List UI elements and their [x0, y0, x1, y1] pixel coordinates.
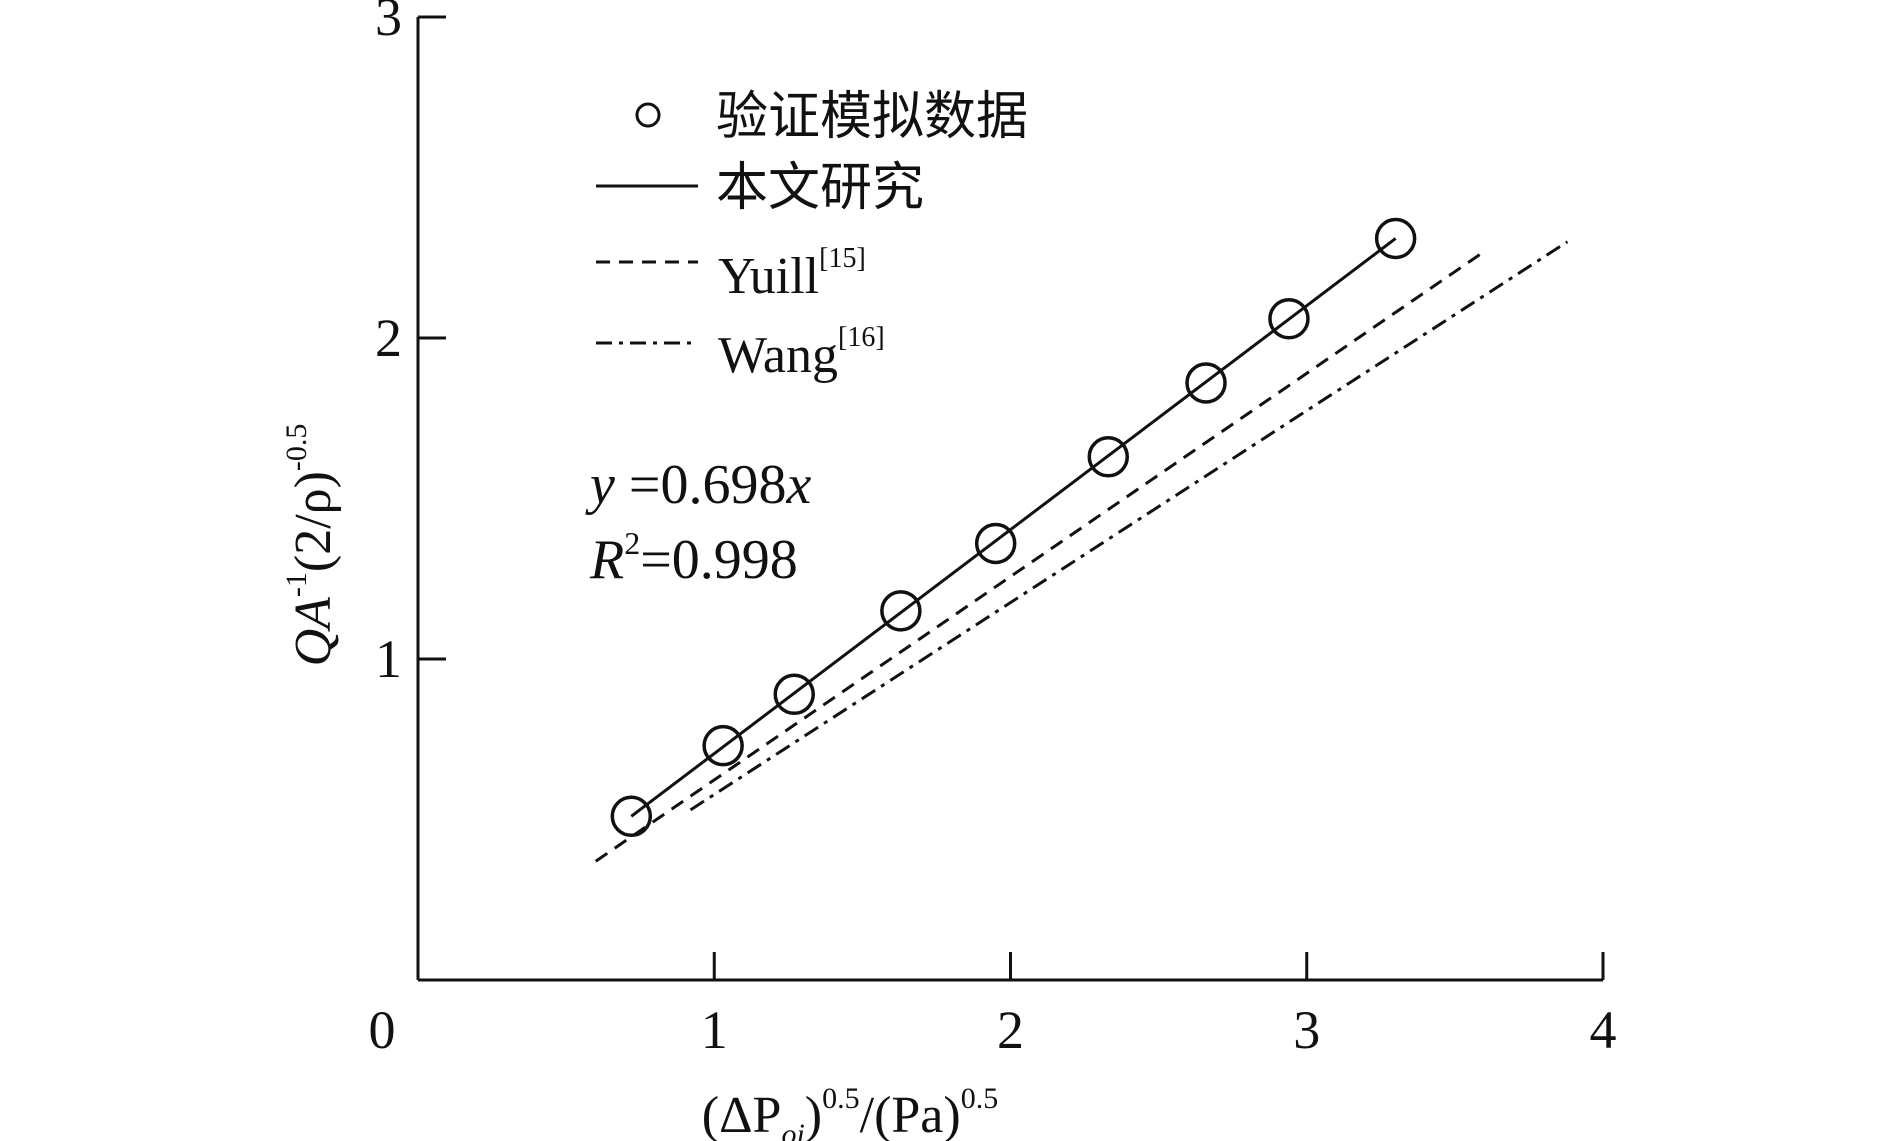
- y-tick-label: 1: [375, 629, 402, 689]
- legend-label-dashed: Yuill[15]: [718, 243, 866, 305]
- legend-label-dashed-name: Yuill: [718, 248, 819, 305]
- data-point: [1087, 436, 1130, 478]
- y-tick-label: 3: [375, 0, 402, 47]
- series-points: [610, 217, 1417, 838]
- data-point: [974, 522, 1017, 565]
- series-line-solid: [630, 237, 1397, 818]
- legend-label-points: 验证模拟数据: [716, 89, 1028, 146]
- legend-marker-points: [635, 102, 661, 128]
- data-point: [880, 590, 922, 632]
- equation-annotation: y =0.698x: [585, 454, 811, 516]
- r2-r: R: [589, 529, 624, 591]
- x-label-sup2: 0.5: [961, 1082, 999, 1115]
- y-axis-label: QA-1(2/ρ)-0.5: [280, 424, 342, 667]
- legend-label-solid: 本文研究: [716, 160, 924, 217]
- x-tick-label: 0: [369, 1000, 396, 1060]
- series-line-dashdot: [689, 240, 1569, 812]
- data-point: [610, 795, 653, 838]
- y-label-sup2: -0.5: [280, 424, 313, 472]
- x-tick-label: 4: [1590, 1000, 1617, 1060]
- series-line-dashed: [594, 250, 1486, 863]
- y-label-sup1: -1: [280, 572, 313, 597]
- legend-label-dashdot-name: Wang: [718, 327, 838, 384]
- x-label-rest: /(Pa): [860, 1087, 961, 1141]
- x-label-mid: ): [805, 1087, 822, 1141]
- x-tick-label: 3: [1293, 1000, 1320, 1060]
- y-ticks: 1 2 3: [375, 0, 446, 689]
- r2-annotation: R2=0.998: [589, 525, 798, 591]
- equation-rest: =0.698: [615, 454, 787, 516]
- y-label-mid: (2/ρ): [285, 471, 342, 572]
- x-label-base: (ΔP: [702, 1087, 782, 1141]
- x-label-sub: oi: [781, 1118, 804, 1141]
- legend: 验证模拟数据 本文研究 Yuill[15] Wang[16]: [596, 89, 1028, 384]
- x-ticks: 0 1 2 3 4: [369, 952, 1617, 1060]
- equation-y: y: [585, 454, 615, 516]
- x-axis-label: (ΔPoi)0.5/(Pa)0.5: [702, 1082, 998, 1141]
- x-tick-label: 1: [701, 1000, 728, 1060]
- data-point: [1374, 217, 1417, 260]
- data-point: [1185, 362, 1227, 404]
- data-point: [773, 673, 815, 716]
- y-tick-label: 2: [375, 308, 402, 368]
- legend-label-dashdot: Wang[16]: [718, 322, 885, 384]
- x-tick-label: 2: [997, 1000, 1024, 1060]
- equation-x: x: [785, 454, 811, 516]
- r2-sup: 2: [624, 525, 640, 561]
- series-lines: [594, 237, 1569, 863]
- data-point: [1268, 297, 1310, 340]
- legend-label-dashdot-ref: [16]: [838, 322, 885, 353]
- r2-rest: =0.998: [640, 529, 798, 591]
- axes: 0 1 2 3 4 1 2 3: [369, 0, 1617, 1060]
- y-label-q: QA: [285, 597, 342, 667]
- x-label-sup1: 0.5: [822, 1082, 860, 1115]
- legend-label-dashed-ref: [15]: [819, 243, 866, 274]
- data-point: [702, 724, 744, 767]
